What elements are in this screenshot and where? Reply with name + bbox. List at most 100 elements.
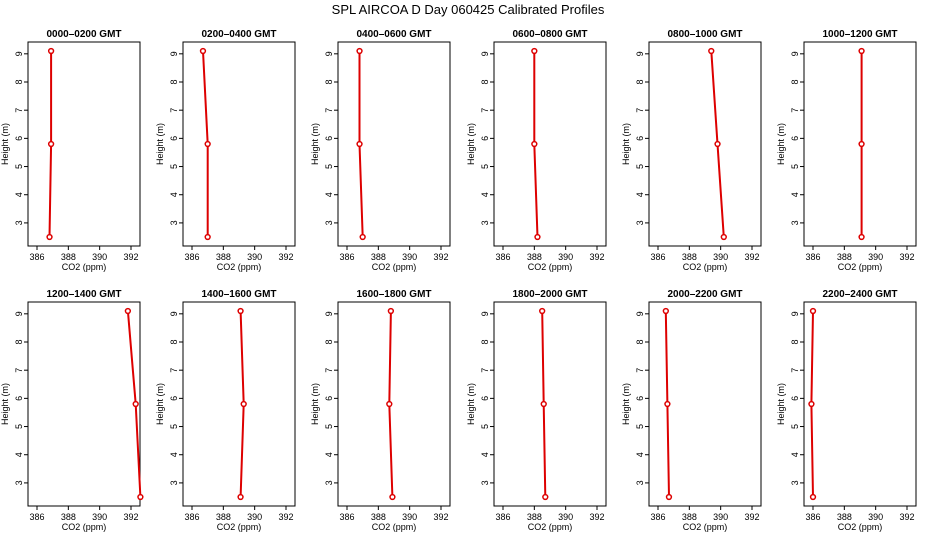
panel: 1800–2000 GMT 386 388 390 392 CO2 (ppm) 3 4 5 6 7 8… [466, 289, 607, 532]
y-tick-label: 8 [480, 339, 490, 344]
y-tick-label: 6 [169, 396, 179, 401]
y-tick-label: 4 [790, 192, 800, 197]
x-axis-label: CO2 (ppm) [217, 262, 262, 272]
y-tick-label: 7 [169, 368, 179, 373]
y-tick-label: 5 [14, 164, 24, 169]
y-tick-label: 3 [635, 220, 645, 225]
y-tick-label: 8 [169, 79, 179, 84]
x-tick-label: 390 [558, 512, 573, 522]
x-tick-label: 388 [527, 252, 542, 262]
x-axis-label: CO2 (ppm) [62, 522, 107, 532]
panel-title: 0400–0600 GMT [356, 29, 431, 40]
panel-title: 1400–1600 GMT [201, 289, 276, 300]
x-tick-label: 388 [216, 512, 231, 522]
x-tick-label: 392 [744, 512, 759, 522]
x-tick-label: 390 [558, 252, 573, 262]
plot-frame [182, 301, 296, 507]
panel: 0400–0600 GMT 386 388 390 392 CO2 (ppm) 3 4 5 6 7 8… [310, 29, 451, 272]
y-tick-label: 3 [790, 220, 800, 225]
plot-frame [803, 41, 917, 247]
panel-title: 1800–2000 GMT [512, 289, 587, 300]
data-point [386, 400, 393, 408]
y-tick-label: 9 [635, 51, 645, 56]
x-tick-label: 386 [339, 512, 354, 522]
data-point [539, 307, 546, 315]
x-tick-label: 386 [184, 252, 199, 262]
x-tick-label: 386 [650, 252, 665, 262]
y-tick-label: 6 [324, 136, 334, 141]
y-tick-label: 6 [324, 396, 334, 401]
y-tick-label: 7 [635, 108, 645, 113]
x-tick-label: 388 [61, 252, 76, 262]
y-tick-label: 3 [324, 480, 334, 485]
data-point [664, 400, 671, 408]
y-tick-label: 7 [635, 368, 645, 373]
y-tick-label: 7 [14, 368, 24, 373]
panel: 2200–2400 GMT 386 388 390 392 CO2 (ppm) 3 4 5 6 7 8… [776, 289, 917, 532]
y-tick-label: 4 [169, 452, 179, 457]
x-axis-label: CO2 (ppm) [528, 262, 573, 272]
data-point [237, 307, 244, 315]
y-axis-label: Height (m) [621, 383, 631, 425]
y-tick-label: 5 [324, 424, 334, 429]
x-tick-label: 392 [123, 512, 138, 522]
panel-title: 0000–0200 GMT [46, 29, 121, 40]
y-tick-label: 9 [169, 311, 179, 316]
y-tick-label: 4 [169, 192, 179, 197]
x-axis-label: CO2 (ppm) [217, 522, 262, 532]
data-point [389, 493, 396, 501]
y-tick-label: 7 [480, 108, 490, 113]
y-tick-label: 3 [14, 220, 24, 225]
panel: 1000–1200 GMT 386 388 390 392 CO2 (ppm) 3 4 5 6 7 8… [776, 29, 917, 272]
plot-frame [493, 41, 607, 247]
data-point [240, 400, 247, 408]
y-tick-label: 6 [480, 136, 490, 141]
plot-frame [27, 301, 141, 507]
x-tick-label: 392 [744, 252, 759, 262]
x-tick-label: 392 [899, 252, 914, 262]
x-tick-label: 386 [29, 252, 44, 262]
x-tick-label: 386 [29, 512, 44, 522]
data-point [708, 47, 715, 55]
y-tick-label: 8 [480, 79, 490, 84]
plot-frame [648, 41, 762, 247]
y-tick-label: 8 [324, 79, 334, 84]
y-tick-label: 9 [480, 311, 490, 316]
panel-title: 0800–1000 GMT [667, 29, 742, 40]
y-axis-label: Height (m) [466, 383, 476, 425]
x-tick-label: 386 [339, 252, 354, 262]
y-tick-label: 9 [324, 51, 334, 56]
y-tick-label: 4 [635, 452, 645, 457]
data-point [356, 140, 363, 148]
y-tick-label: 8 [790, 79, 800, 84]
y-tick-label: 6 [635, 396, 645, 401]
x-tick-label: 392 [278, 512, 293, 522]
x-axis-label: CO2 (ppm) [62, 262, 107, 272]
x-tick-label: 390 [92, 252, 107, 262]
y-axis-label: Height (m) [776, 123, 786, 165]
y-tick-label: 3 [14, 480, 24, 485]
panel: 1600–1800 GMT 386 388 390 392 CO2 (ppm) 3 4 5 6 7 8… [310, 289, 451, 532]
y-tick-label: 5 [790, 164, 800, 169]
data-point [356, 47, 363, 55]
data-point [199, 47, 207, 55]
y-axis-label: Height (m) [776, 383, 786, 425]
y-tick-label: 3 [169, 480, 179, 485]
y-axis-label: Height (m) [466, 123, 476, 165]
x-tick-label: 386 [184, 512, 199, 522]
data-point [132, 400, 139, 408]
panel-title: 2200–2400 GMT [822, 289, 897, 300]
y-tick-label: 8 [635, 79, 645, 84]
y-tick-label: 5 [14, 424, 24, 429]
plot-frame [27, 41, 141, 247]
x-tick-label: 386 [650, 512, 665, 522]
x-axis-label: CO2 (ppm) [372, 262, 417, 272]
panel-title: 1200–1400 GMT [46, 289, 121, 300]
y-axis-label: Height (m) [310, 383, 320, 425]
y-tick-label: 5 [480, 424, 490, 429]
y-tick-label: 9 [790, 51, 800, 56]
y-tick-label: 7 [324, 108, 334, 113]
data-point [540, 400, 547, 408]
panel: 1400–1600 GMT 386 388 390 392 CO2 (ppm) 3 4 5 6 7 8… [155, 289, 296, 532]
